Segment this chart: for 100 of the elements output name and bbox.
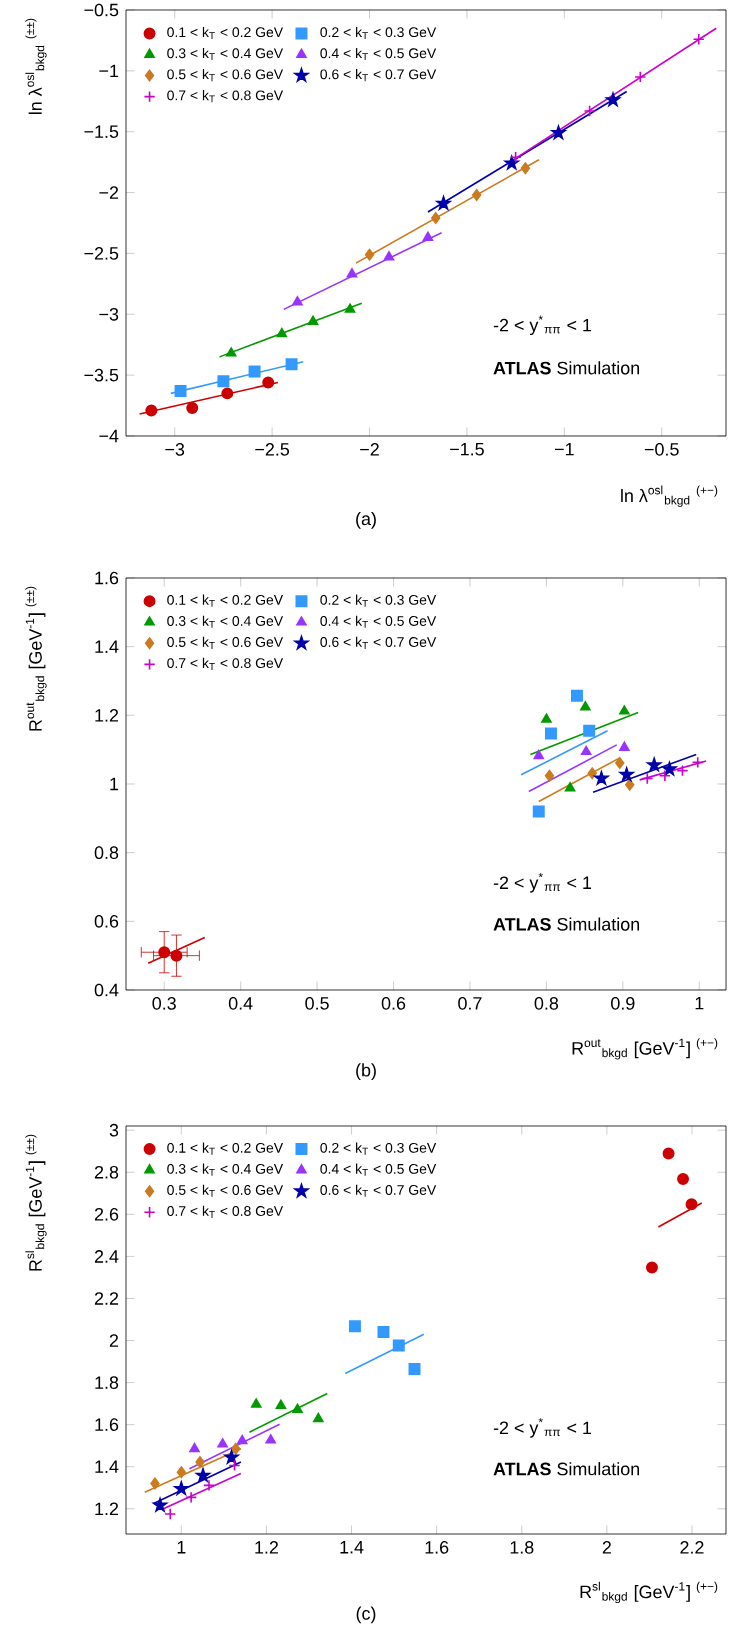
y-tick-label: 3 [109, 1123, 119, 1137]
point [541, 713, 552, 723]
point [228, 1459, 241, 1472]
point [275, 1399, 287, 1409]
point [217, 1438, 228, 1448]
annotation: ATLAS Simulation [493, 1462, 640, 1476]
point [174, 1481, 189, 1496]
point [174, 384, 187, 397]
annotation: -2 < y$^{*}$$_{ππ}$ < 1 [493, 1418, 592, 1438]
y-tick-label: 2.8 [94, 1165, 119, 1179]
point [662, 761, 677, 776]
point [145, 404, 158, 417]
y-tick-label: −2.5 [84, 247, 119, 260]
x-tick-label: 0.8 [534, 997, 559, 1010]
y-tick-label: −2 [99, 186, 119, 199]
point [685, 1198, 698, 1211]
x-tick-label: 0.3 [152, 997, 176, 1010]
point [265, 1434, 276, 1444]
point [619, 741, 630, 751]
point [221, 387, 234, 400]
y-tick-label: 1.4 [95, 1460, 119, 1473]
x-tick-label: 0.7 [458, 997, 482, 1010]
point [176, 1466, 187, 1479]
text: (b) [356, 1063, 376, 1081]
y-tick-label: 0.6 [94, 914, 119, 928]
point [364, 248, 375, 261]
x-tick-label: 0.5 [305, 997, 329, 1010]
point [170, 949, 183, 962]
x-tick-label: 0.6 [381, 997, 406, 1010]
point [150, 1477, 160, 1490]
annotation: -2 < y$^{*}$$_{ππ}$ < 1 [493, 873, 592, 893]
point [392, 1339, 405, 1352]
point [436, 195, 451, 210]
y-tick-label: 1.2 [95, 1502, 119, 1516]
point [346, 268, 358, 278]
point [471, 189, 482, 201]
y-tick-label: −1 [99, 64, 119, 78]
x-tick-label: 1 [177, 1541, 186, 1554]
point [583, 724, 596, 737]
x-tick-label: 1.6 [425, 1541, 449, 1554]
point [594, 770, 609, 785]
y-tick-label: 1 [110, 777, 119, 791]
point [619, 705, 630, 715]
y-tick-label: −3 [99, 307, 119, 321]
point [408, 1362, 421, 1375]
x-tick-label: 1 [695, 997, 704, 1010]
point [185, 1491, 198, 1504]
point [236, 1434, 248, 1445]
x-tick-label: −2.5 [255, 443, 290, 456]
point [158, 946, 171, 959]
y-tick-label: 2.4 [94, 1250, 119, 1263]
point [231, 1442, 241, 1455]
y-tick-label: 1.6 [95, 1418, 119, 1431]
y-tick-label: −4 [99, 429, 119, 443]
point [292, 296, 303, 306]
point [580, 745, 592, 756]
x-axis-title: R$^{sl}$$_{bkgd}$ [GeV$^{-1}$] $^{(+−)}$ [580, 1581, 718, 1604]
y-tick-label: 0.4 [94, 983, 119, 997]
x-tick-label: 1.4 [340, 1541, 364, 1554]
point [217, 375, 230, 388]
x-tick-label: 2.2 [680, 1541, 704, 1554]
x-tick-label: 1.2 [255, 1541, 278, 1554]
point [587, 767, 597, 780]
point [625, 778, 635, 791]
point [551, 125, 566, 140]
point [225, 347, 237, 357]
text: (a) [356, 512, 376, 529]
y-tick-label: 1.8 [95, 1376, 119, 1389]
annotation: ATLAS Simulation [493, 917, 640, 931]
point [307, 315, 319, 325]
point [195, 1456, 205, 1469]
point [676, 764, 689, 777]
point [344, 303, 356, 313]
point [262, 376, 275, 389]
point [619, 767, 634, 781]
point [533, 749, 545, 760]
x-tick-label: −2 [360, 443, 379, 456]
point [377, 1326, 390, 1339]
x-tick-label: −0.5 [644, 443, 679, 456]
point [152, 1497, 168, 1512]
point [203, 1479, 215, 1492]
point [189, 1442, 200, 1453]
point [545, 727, 557, 740]
point [248, 365, 261, 378]
y-tick-label: −3.5 [84, 368, 119, 382]
point [564, 782, 576, 792]
point [422, 231, 434, 241]
y-axis-title: R$^{sl}$$_{bkgd}$ [GeV$^{-1}$] $^{(±±)}$ [25, 1134, 47, 1271]
point [570, 689, 583, 702]
x-tick-label: −1 [554, 443, 574, 456]
point [285, 358, 298, 371]
point [544, 769, 555, 782]
point [532, 805, 545, 818]
point [224, 1449, 239, 1464]
point [662, 1147, 675, 1160]
point [348, 1320, 361, 1333]
point [645, 1261, 658, 1274]
point [383, 251, 395, 261]
point [692, 33, 705, 46]
text: (c) [356, 1606, 376, 1624]
